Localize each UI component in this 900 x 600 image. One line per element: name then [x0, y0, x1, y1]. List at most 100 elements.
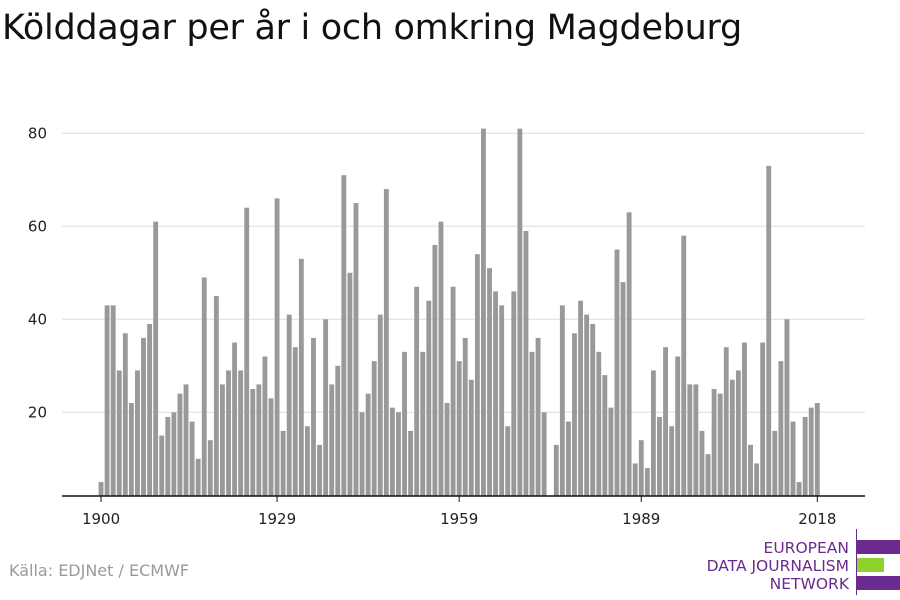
bar[interactable] [329, 384, 335, 496]
bar[interactable] [511, 291, 517, 496]
bar[interactable] [693, 384, 699, 496]
bar[interactable] [244, 207, 250, 496]
bar[interactable] [298, 258, 304, 496]
bar[interactable] [153, 221, 159, 496]
bar[interactable] [359, 412, 365, 496]
bar[interactable] [796, 482, 802, 496]
bar[interactable] [402, 351, 407, 496]
bar[interactable] [735, 370, 741, 496]
bar[interactable] [135, 370, 140, 496]
bar[interactable] [523, 230, 529, 496]
bar[interactable] [584, 314, 590, 496]
bar[interactable] [311, 337, 316, 496]
bar[interactable] [481, 128, 486, 496]
bar[interactable] [383, 189, 389, 496]
bar[interactable] [232, 342, 238, 496]
bar[interactable] [778, 361, 784, 496]
bar[interactable] [201, 277, 207, 496]
bar[interactable] [644, 468, 650, 496]
bar[interactable] [238, 370, 244, 496]
bar[interactable] [353, 203, 359, 497]
bar[interactable] [687, 384, 693, 496]
bar[interactable] [596, 351, 602, 496]
bar[interactable] [165, 416, 171, 496]
bar[interactable] [280, 430, 286, 496]
bar[interactable] [426, 300, 432, 496]
bar[interactable] [304, 426, 310, 496]
bar[interactable] [572, 333, 577, 496]
bar[interactable] [262, 356, 268, 497]
bar[interactable] [505, 426, 511, 496]
bar[interactable] [717, 393, 723, 496]
bar[interactable] [141, 337, 146, 496]
bar[interactable] [250, 389, 256, 496]
bar[interactable] [122, 333, 128, 496]
bar[interactable] [772, 430, 778, 496]
bar[interactable] [128, 403, 134, 496]
bar[interactable] [675, 356, 681, 497]
bar[interactable] [559, 305, 565, 496]
bar[interactable] [450, 286, 456, 496]
bar[interactable] [729, 379, 735, 496]
bar[interactable] [98, 482, 104, 496]
bar[interactable] [766, 165, 772, 496]
bar[interactable] [292, 347, 298, 496]
bar[interactable] [705, 454, 711, 496]
bar[interactable] [171, 412, 177, 496]
bar[interactable] [414, 286, 420, 496]
bar[interactable] [377, 314, 383, 496]
bar[interactable] [608, 407, 614, 496]
bar[interactable] [754, 463, 760, 496]
bar[interactable] [529, 351, 535, 496]
bar[interactable] [541, 412, 547, 496]
bar[interactable] [808, 407, 814, 496]
bar[interactable] [487, 268, 492, 496]
bar[interactable] [638, 440, 644, 496]
bar[interactable] [578, 300, 583, 496]
bar[interactable] [474, 254, 480, 496]
bar[interactable] [420, 351, 426, 496]
bar[interactable] [602, 375, 608, 496]
bar[interactable] [493, 291, 499, 496]
bar[interactable] [760, 342, 766, 496]
bar[interactable] [432, 244, 438, 496]
bar[interactable] [207, 440, 213, 496]
bar[interactable] [784, 319, 790, 496]
bar[interactable] [663, 347, 668, 496]
bar[interactable] [657, 416, 662, 496]
bar[interactable] [189, 421, 195, 496]
bar[interactable] [268, 398, 274, 496]
bar[interactable] [650, 370, 656, 496]
bar[interactable] [256, 384, 262, 496]
bar[interactable] [699, 430, 705, 496]
bar[interactable] [517, 128, 523, 496]
bar[interactable] [742, 342, 747, 496]
bar[interactable] [802, 416, 808, 496]
bar[interactable] [371, 361, 377, 496]
bar[interactable] [444, 403, 450, 496]
bar[interactable] [408, 430, 414, 496]
bar[interactable] [116, 370, 122, 496]
bar[interactable] [626, 212, 632, 496]
bar[interactable] [317, 444, 322, 496]
bar[interactable] [110, 305, 116, 496]
bar[interactable] [456, 361, 462, 496]
bar[interactable] [790, 421, 796, 496]
bar[interactable] [468, 379, 474, 496]
bar[interactable] [104, 305, 110, 496]
bar[interactable] [565, 421, 571, 496]
bar[interactable] [147, 323, 153, 496]
bar[interactable] [814, 403, 820, 496]
bar[interactable] [681, 235, 687, 496]
bar[interactable] [632, 463, 638, 496]
bar[interactable] [748, 444, 753, 496]
bar[interactable] [553, 444, 559, 496]
bar[interactable] [365, 393, 371, 496]
bar[interactable] [438, 221, 444, 496]
bar[interactable] [226, 370, 231, 496]
bar[interactable] [396, 412, 401, 496]
bar[interactable] [499, 305, 505, 496]
bar[interactable] [620, 282, 626, 496]
bar[interactable] [335, 365, 341, 496]
bar[interactable] [274, 198, 280, 496]
